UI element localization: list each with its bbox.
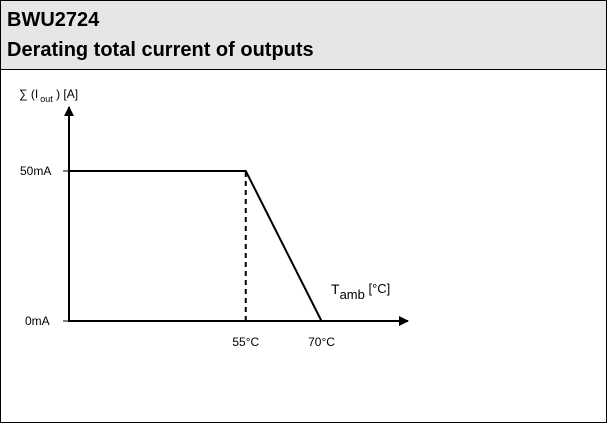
model-title: BWU2724 [7, 9, 100, 31]
x-axis-label: Tamb [°C] [331, 281, 390, 302]
y-axis-label-sub: out [40, 94, 53, 104]
x-tick-label-70c: 70°C [308, 335, 335, 349]
x-axis-label-suffix: [°C] [365, 281, 390, 296]
derating-chart: ∑ (I out ) [A] Tamb [°C] 0mA 50mA 55°C 70… [19, 87, 409, 349]
derating-series-line [69, 170, 323, 322]
y-axis-label-prefix: ∑ (I [19, 87, 38, 101]
y-axis-label-suffix: ) [A] [53, 87, 78, 101]
y-tick-label-50ma: 50mA [20, 164, 51, 178]
chart-header: BWU2724 Derating total current of output… [1, 1, 606, 70]
x-tick-label-55c: 55°C [232, 335, 259, 349]
chart-title: Derating total current of outputs [7, 39, 314, 61]
x-axis-label-base: T [331, 281, 340, 297]
x-axis-label-sub: amb [340, 287, 365, 302]
y-tick-label-0ma: 0mA [25, 314, 50, 328]
y-axis-label: ∑ (I out ) [A] [19, 87, 78, 104]
